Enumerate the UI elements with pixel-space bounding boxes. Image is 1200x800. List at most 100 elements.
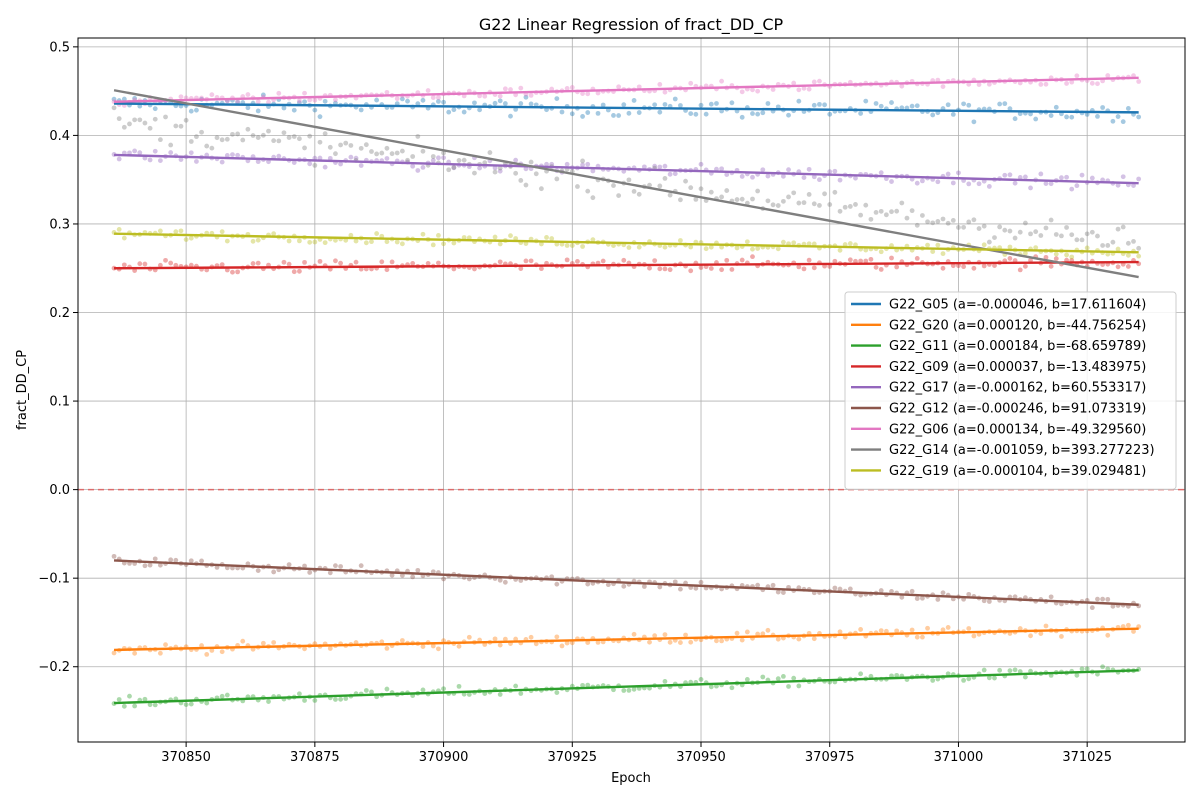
scatter-point	[667, 192, 673, 198]
scatter-point	[152, 556, 158, 562]
scatter-point	[935, 242, 941, 248]
scatter-point	[497, 93, 503, 99]
scatter-point	[750, 174, 755, 180]
y-tick-label: −0.2	[38, 660, 70, 675]
scatter-point	[641, 164, 647, 170]
scatter-point	[451, 165, 457, 171]
scatter-point	[729, 267, 735, 272]
scatter-point	[1069, 254, 1075, 260]
scatter-point	[173, 229, 179, 235]
scatter-point	[708, 101, 714, 107]
y-axis-title: fract_DD_CP	[15, 350, 30, 430]
scatter-point	[883, 628, 889, 634]
scatter-point	[338, 260, 343, 266]
scatter-point	[317, 155, 323, 161]
scatter-point	[868, 673, 874, 679]
scatter-point	[863, 258, 869, 264]
scatter-point	[765, 627, 771, 633]
scatter-point	[1022, 174, 1028, 180]
scatter-point	[976, 82, 982, 87]
scatter-point	[230, 131, 235, 137]
scatter-point	[224, 153, 230, 158]
scatter-point	[1105, 632, 1111, 638]
scatter-point	[585, 682, 591, 688]
scatter-point	[322, 98, 328, 104]
scatter-point	[811, 174, 817, 180]
scatter-point	[451, 107, 457, 113]
scatter-point	[281, 130, 287, 136]
scatter-point	[662, 678, 668, 684]
scatter-point	[497, 642, 503, 648]
scatter-point	[188, 262, 194, 268]
scatter-point	[240, 137, 246, 143]
scatter-point	[775, 676, 781, 682]
scatter-point	[1074, 672, 1080, 678]
scatter-point	[770, 202, 776, 208]
scatter-point	[842, 204, 848, 210]
scatter-point	[497, 259, 503, 265]
legend-entry: G22_G06 (a=0.000134, b=-49.329560)	[889, 422, 1146, 437]
scatter-point	[945, 625, 951, 630]
scatter-point	[1064, 174, 1069, 180]
scatter-point	[430, 154, 436, 159]
scatter-point	[1033, 245, 1039, 250]
scatter-point	[693, 585, 699, 591]
scatter-point	[523, 182, 529, 188]
scatter-point	[369, 689, 374, 695]
scatter-point	[482, 160, 488, 166]
scatter-point	[940, 590, 946, 596]
scatter-point	[899, 83, 905, 89]
scatter-point	[1038, 233, 1044, 238]
scatter-point	[920, 595, 925, 601]
scatter-point	[157, 262, 163, 268]
scatter-point	[755, 246, 761, 251]
scatter-point	[1095, 671, 1100, 677]
scatter-point	[698, 677, 704, 682]
scatter-point	[878, 103, 884, 109]
scatter-point	[549, 86, 555, 92]
scatter-point	[286, 261, 292, 267]
scatter-point	[817, 177, 822, 183]
scatter-point	[1033, 116, 1039, 122]
scatter-point	[775, 636, 781, 642]
x-tick-label: 371025	[1062, 750, 1112, 765]
scatter-point	[317, 258, 323, 264]
scatter-point	[678, 586, 683, 592]
scatter-point	[961, 224, 966, 230]
scatter-point	[858, 258, 864, 264]
scatter-point	[641, 584, 647, 589]
scatter-point	[564, 243, 570, 248]
scatter-point	[255, 260, 261, 266]
scatter-point	[554, 96, 560, 102]
scatter-point	[925, 219, 930, 225]
scatter-point	[801, 175, 807, 180]
scatter-point	[678, 640, 683, 645]
scatter-point	[492, 234, 498, 240]
scatter-point	[652, 633, 658, 639]
scatter-point	[389, 572, 395, 578]
scatter-point	[796, 200, 802, 206]
scatter-point	[621, 583, 627, 589]
scatter-point	[719, 78, 725, 84]
scatter-point	[806, 166, 812, 172]
scatter-point	[436, 233, 441, 238]
scatter-point	[909, 103, 915, 109]
scatter-point	[538, 266, 544, 272]
scatter-point	[121, 124, 127, 130]
scatter-point	[523, 94, 529, 100]
y-tick-label: −0.1	[38, 572, 70, 587]
scatter-point	[209, 648, 215, 653]
scatter-point	[997, 224, 1003, 230]
scatter-point	[266, 128, 271, 134]
scatter-point	[260, 132, 266, 138]
scatter-point	[168, 557, 174, 563]
scatter-point	[379, 639, 385, 645]
scatter-point	[698, 186, 704, 192]
scatter-point	[194, 107, 199, 113]
scatter-point	[817, 203, 822, 208]
scatter-point	[1079, 172, 1085, 178]
scatter-point	[157, 228, 163, 234]
scatter-point	[600, 258, 606, 264]
scatter-point	[276, 138, 282, 144]
scatter-point	[1007, 106, 1013, 112]
